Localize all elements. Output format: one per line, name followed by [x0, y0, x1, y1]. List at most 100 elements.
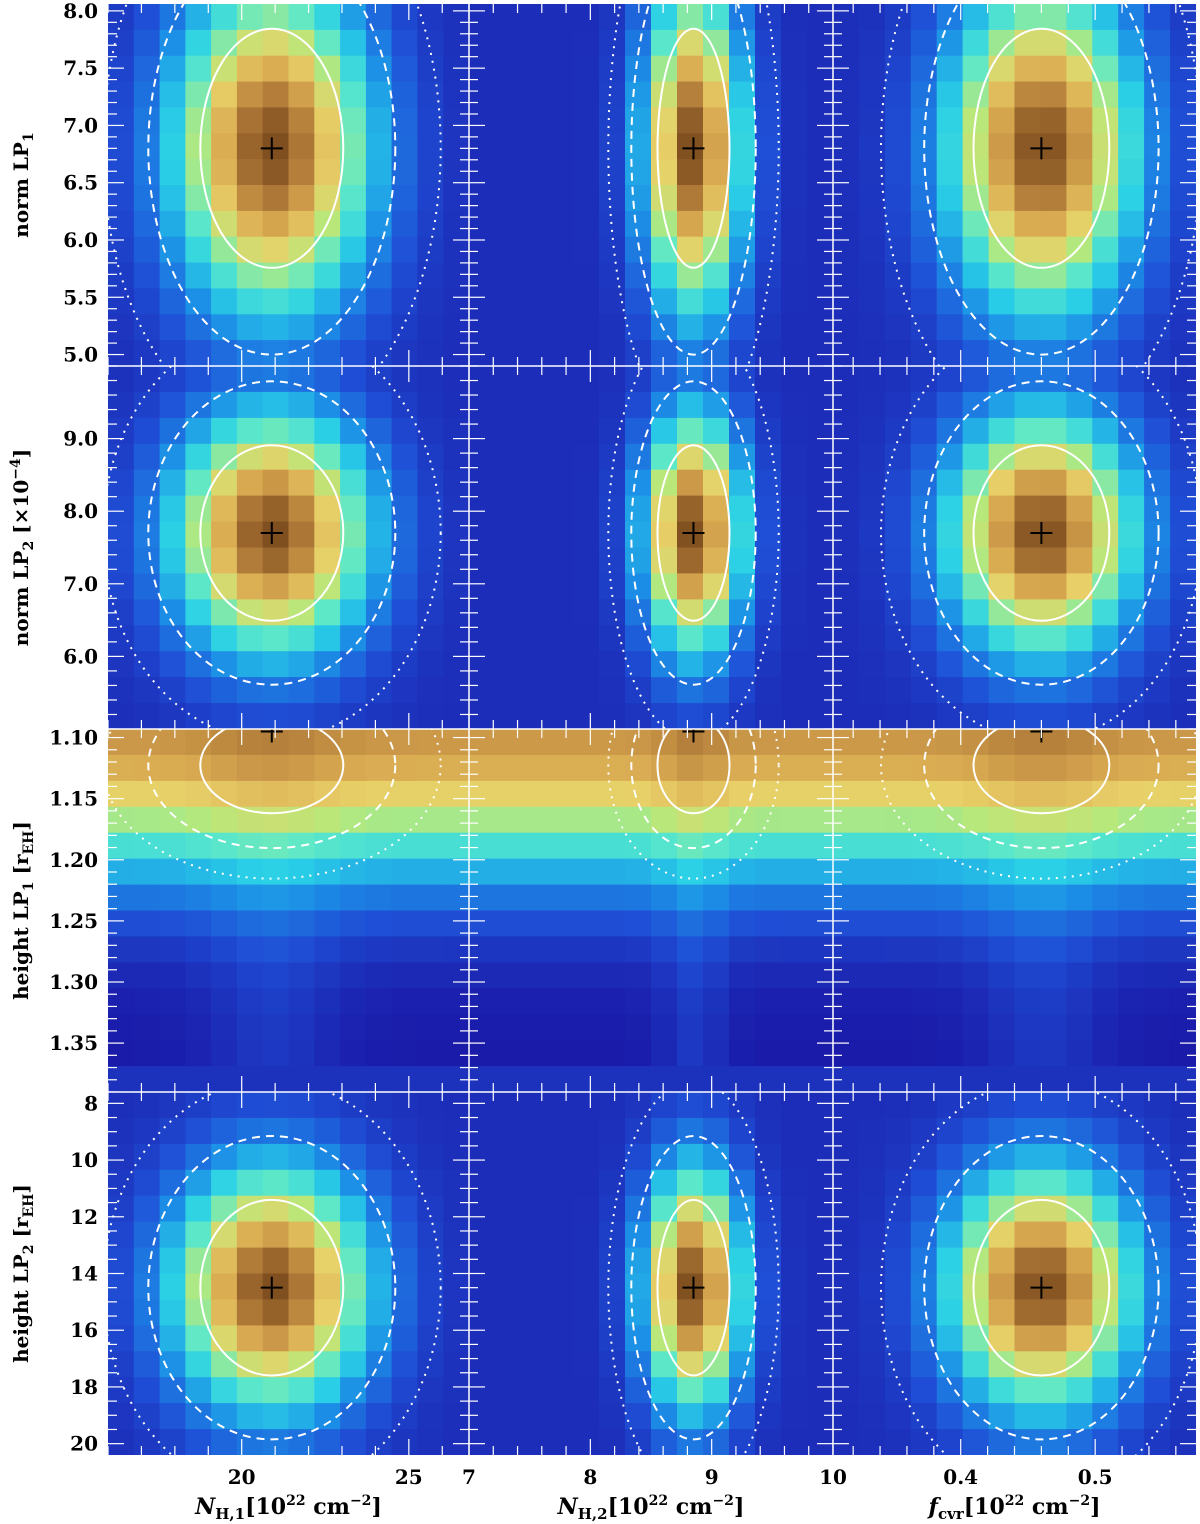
heatmap-cell: [858, 729, 886, 756]
heatmap-cell: [781, 81, 808, 109]
heatmap-cell: [910, 81, 938, 109]
heatmap-cell: [495, 107, 522, 134]
heatmap-cell: [365, 1143, 393, 1171]
heatmap-cell: [755, 107, 782, 134]
heatmap-cell: [936, 1429, 964, 1455]
x-tick-label: 25: [395, 1465, 423, 1489]
heatmap-cell: [599, 599, 626, 626]
heatmap-cell: [833, 210, 860, 238]
heatmap-cell: [936, 1117, 964, 1145]
heatmap-cell: [781, 210, 808, 238]
heatmap-cell: [651, 391, 678, 419]
heatmap-cell: [365, 4, 393, 31]
heatmap-cell: [858, 417, 886, 445]
heatmap-cell: [417, 703, 444, 729]
heatmap-cell: [651, 262, 678, 290]
heatmap-cell: [391, 1247, 418, 1275]
heatmap-cell: [469, 1092, 496, 1119]
heatmap-cell: [443, 884, 469, 912]
heatmap-cell: [314, 1117, 341, 1145]
heatmap-cell: [133, 1299, 161, 1326]
heatmap-cell: [833, 469, 860, 497]
heatmap-cell: [1118, 677, 1145, 704]
heatmap-cell: [651, 1092, 678, 1119]
heatmap-cell: [469, 1221, 496, 1249]
heatmap-cell: [340, 262, 367, 290]
heatmap-cell: [288, 210, 315, 238]
heatmap-cell: [703, 288, 730, 315]
heatmap-cell: [625, 1377, 652, 1404]
heatmap-cell: [729, 1377, 756, 1404]
heatmap-cell: [185, 366, 212, 393]
heatmap-cell: [1066, 1273, 1093, 1300]
heatmap-cell: [936, 1143, 964, 1171]
heatmap-cell: [211, 1299, 238, 1326]
heatmap-cell: [365, 133, 393, 160]
heatmap-cell: [573, 729, 600, 756]
heatmap-cell: [1170, 1273, 1196, 1300]
heatmap-cell: [884, 988, 912, 1015]
heatmap-cell: [262, 1169, 290, 1197]
heatmap-cell: [391, 703, 418, 729]
heatmap-cell: [962, 884, 990, 912]
best-fit-marker: [1030, 1276, 1053, 1299]
heatmap-cell: [262, 443, 290, 471]
heatmap-cell: [625, 651, 652, 678]
heatmap-cell: [729, 1014, 756, 1041]
heatmap-cell: [417, 4, 444, 31]
heatmap-cell: [703, 599, 730, 626]
heatmap-cell: [314, 1325, 341, 1352]
heatmap-cell: [1144, 754, 1171, 782]
contour-2sigma: [147, 4, 397, 356]
heatmap-cell: [1014, 133, 1041, 160]
heatmap-cell: [391, 573, 418, 600]
heatmap-cell: [495, 599, 522, 626]
heatmap-cell: [340, 1014, 367, 1041]
heatmap-cell: [755, 4, 782, 31]
heatmap-cell: [314, 1299, 341, 1326]
heatmap-cell: [417, 1066, 444, 1092]
x-axis-label: NH,2[1022 cm−2]: [557, 1493, 745, 1523]
heatmap-cell: [1118, 910, 1145, 937]
heatmap-cell: [781, 1377, 808, 1404]
heatmap-cell: [807, 1066, 833, 1092]
heatmap-cell: [108, 1273, 135, 1300]
heatmap-cell: [211, 1040, 238, 1067]
heatmap-cell: [677, 1092, 704, 1119]
heatmap-cell: [988, 936, 1016, 963]
heatmap-cell: [807, 288, 833, 315]
heatmap-cell: [599, 1040, 626, 1067]
heatmap-cell: [858, 443, 886, 471]
heatmap-cell: [469, 988, 496, 1015]
heatmap-cell: [858, 1117, 886, 1145]
heatmap-cell: [833, 55, 860, 83]
heatmap-cell: [108, 314, 135, 341]
heatmap-cell: [185, 1247, 212, 1275]
heatmap-cell: [521, 1273, 548, 1300]
heatmap-cell: [755, 133, 782, 160]
heatmap-cell: [159, 806, 186, 834]
heatmap-cell: [807, 1040, 833, 1067]
heatmap-cell: [391, 1040, 418, 1067]
heatmap-cell: [262, 599, 290, 626]
heatmap-cell: [1092, 910, 1119, 937]
heatmap-cell: [314, 858, 341, 886]
heatmap-cell: [858, 780, 886, 808]
heatmap-cell: [1066, 314, 1093, 341]
heatmap-cell: [211, 1273, 238, 1300]
heatmap-cell: [573, 962, 600, 989]
heatmap-cell: [1118, 858, 1145, 886]
heatmap-cell: [1144, 288, 1171, 315]
heatmap-cell: [936, 55, 964, 83]
y-tick-label: 8: [84, 1091, 98, 1115]
heatmap-cell: [108, 754, 135, 782]
heatmap-cell: [1144, 469, 1171, 497]
heatmap-cell: [1040, 1221, 1067, 1249]
heatmap-cell: [807, 159, 833, 186]
heatmap-cell: [936, 936, 964, 963]
heatmap-cell: [833, 262, 860, 290]
heatmap-cell: [884, 832, 912, 860]
heatmap-cell: [159, 547, 186, 574]
heatmap-cell: [755, 1429, 782, 1455]
heatmap-cell: [391, 1195, 418, 1223]
